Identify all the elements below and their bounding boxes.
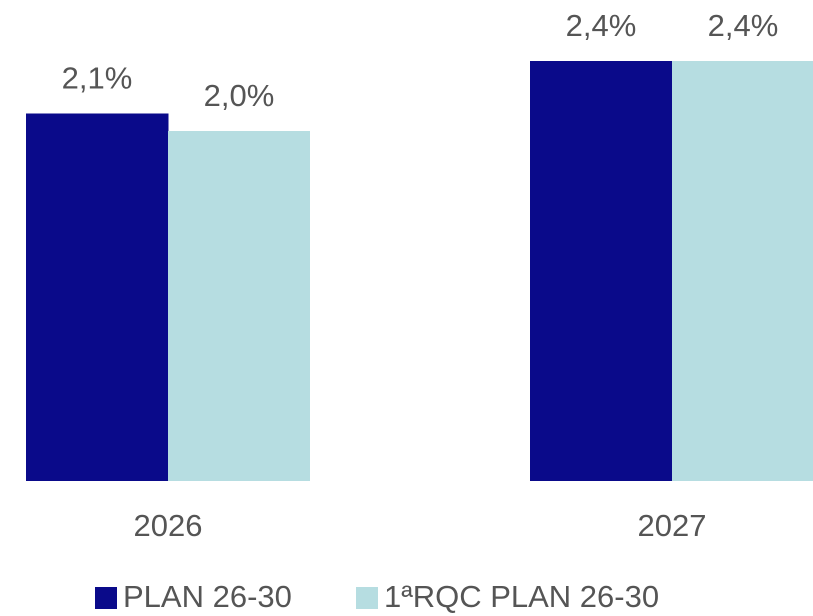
- x-tick-label: 2026: [134, 508, 203, 543]
- value-label: 2,4%: [708, 8, 779, 43]
- bar: [26, 113, 169, 481]
- bar: [168, 131, 310, 481]
- legend-label: 1ªRQC PLAN 26-30: [384, 579, 659, 614]
- bar: [672, 61, 813, 481]
- value-label: 2,0%: [204, 78, 275, 113]
- value-label: 2,4%: [566, 8, 637, 43]
- legend-swatch: [95, 587, 117, 609]
- value-label: 2,1%: [62, 61, 133, 96]
- legend-swatch: [356, 587, 378, 609]
- x-tick-label: 2027: [638, 508, 707, 543]
- bar: [530, 61, 673, 481]
- legend-label: PLAN 26-30: [123, 579, 292, 614]
